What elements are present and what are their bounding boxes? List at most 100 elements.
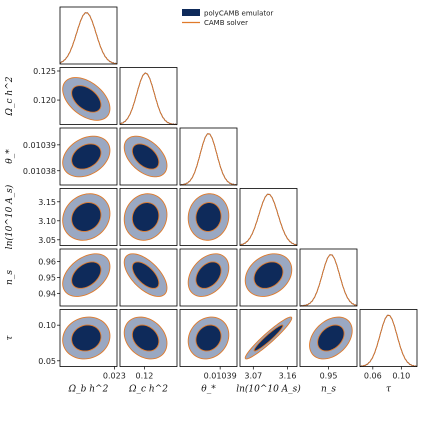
- contours-tau-vs-ln10As: [244, 316, 293, 360]
- panel-background: [60, 7, 117, 64]
- contour-95-camb: [62, 253, 111, 297]
- chart-legend: polyCAMB emulator CAMB solver: [182, 9, 273, 27]
- panel-frame: [119, 309, 178, 367]
- legend-label-emulator: polyCAMB emulator: [204, 10, 273, 18]
- x-tick-label-ln10As: 3.16: [279, 372, 297, 381]
- y-axis-label-tau: τ: [5, 334, 15, 340]
- panel-theta_star-vs-omega_b: [57, 127, 118, 186]
- panel-ln10As-vs-theta_star: [179, 188, 238, 246]
- panel-frame: [179, 127, 238, 186]
- contour-68-emulator: [71, 261, 101, 289]
- corner-plot-panels: [57, 6, 418, 370]
- panel-ln10As-vs-omega_c: [119, 188, 178, 246]
- y-tick-label-ln10As: 3.05: [38, 236, 56, 245]
- contour-68-emulator: [195, 202, 222, 232]
- marginal-camb-omega_c: [119, 72, 178, 125]
- panel-frame: [59, 6, 118, 65]
- contour-68-camb: [195, 261, 222, 289]
- x-tick-label-n_s: 0.95: [320, 372, 338, 381]
- y-tick-label-tau: 0.05: [38, 357, 56, 366]
- contour-68-camb: [71, 261, 102, 289]
- panel-background: [360, 309, 417, 367]
- y-tick-label-theta_star: 0.01038: [23, 167, 56, 176]
- contour-68-emulator: [132, 261, 159, 289]
- contour-95-camb: [309, 316, 353, 360]
- contour-68-emulator: [195, 325, 222, 351]
- x-axis-label-omega_b: Ω_b h^2: [68, 385, 109, 395]
- marginal-camb-omega_b: [59, 12, 118, 65]
- x-axis-label-n_s: n_s: [321, 385, 336, 395]
- contour-68-emulator: [71, 325, 101, 351]
- contour-95-camb: [123, 253, 168, 297]
- panel-n_s-vs-omega_c: [119, 248, 178, 307]
- contour-68-camb: [71, 202, 102, 232]
- panel-tau-vs-ln10As: [239, 309, 298, 370]
- panel-background: [300, 249, 357, 306]
- panel-frame: [179, 309, 238, 367]
- x-tick-label-ln10As: 3.07: [244, 372, 262, 381]
- contours-tau-vs-n_s: [309, 316, 353, 360]
- contour-68-emulator: [195, 261, 222, 289]
- panel-n_s-vs-theta_star: [179, 248, 238, 307]
- contour-95-camb: [123, 316, 168, 360]
- contours-n_s-vs-ln10As: [244, 253, 293, 297]
- panel-background: [240, 188, 297, 246]
- contour-95-camb: [187, 193, 230, 241]
- y-tick-label-omega_c: 0.120: [33, 96, 56, 105]
- contour-68-emulator: [254, 325, 283, 351]
- panel-omega_c-vs-omega_b: [57, 67, 118, 125]
- y-tick-label-n_s: 0.95: [38, 274, 56, 283]
- panel-tau-vs-omega_b: [57, 309, 118, 370]
- panel-background: [180, 128, 237, 185]
- legend-label-camb: CAMB solver: [204, 19, 248, 27]
- panel-frame: [179, 248, 238, 307]
- y-tick-label-theta_star: 0.01039: [23, 141, 56, 150]
- contours-ln10As-vs-omega_c: [123, 193, 168, 241]
- contour-68-camb: [71, 143, 102, 170]
- marginal-camb-ln10As: [239, 193, 298, 246]
- contour-95-camb: [244, 316, 293, 360]
- contours-tau-vs-omega_b: [62, 316, 111, 360]
- panel-frame: [119, 127, 178, 186]
- contour-68-emulator: [71, 143, 101, 170]
- panel-n_s-vs-omega_b: [57, 248, 118, 307]
- panel-frame: [239, 309, 298, 367]
- marginal-camb-n_s: [299, 254, 358, 307]
- panel-frame: [59, 188, 118, 246]
- x-tick-label-tau: 0.06: [364, 372, 382, 381]
- x-axis-label-omega_c: Ω_c h^2: [128, 385, 168, 395]
- panel-frame: [59, 309, 118, 367]
- contours-tau-vs-theta_star: [187, 316, 230, 360]
- x-axis-label-theta_star: θ_*: [201, 385, 216, 395]
- contours-n_s-vs-omega_b: [62, 253, 111, 297]
- marginal-camb-tau: [359, 314, 418, 367]
- contour-68-camb: [131, 261, 160, 289]
- contour-68-emulator: [317, 325, 345, 351]
- panel-omega_c-vs-omega_c: [119, 67, 178, 126]
- contour-95-camb: [244, 253, 293, 297]
- y-tick-label-ln10As: 3.15: [38, 198, 56, 207]
- panel-n_s-vs-n_s: [299, 248, 358, 307]
- contours-omega_c-vs-omega_b: [62, 77, 111, 121]
- contours-n_s-vs-omega_c: [123, 253, 168, 297]
- y-tick-label-n_s: 0.96: [38, 258, 56, 267]
- panel-tau-vs-omega_c: [119, 309, 178, 370]
- x-tick-label-omega_c: 0.12: [136, 372, 154, 381]
- contour-95-camb: [62, 193, 111, 241]
- panel-theta_star-vs-omega_c: [119, 127, 178, 186]
- contour-68-camb: [195, 202, 222, 232]
- panel-frame: [179, 188, 238, 246]
- contour-68-emulator: [71, 85, 101, 113]
- contour-68-camb: [131, 143, 160, 170]
- contour-95-camb: [62, 77, 111, 121]
- contour-95-camb: [62, 316, 111, 360]
- contour-68-camb: [71, 85, 102, 113]
- contour-68-camb: [253, 261, 284, 289]
- panel-tau-vs-theta_star: [179, 309, 238, 370]
- contours-theta_star-vs-omega_c: [123, 135, 168, 178]
- x-tick-label-omega_b: 0.023: [103, 372, 126, 381]
- panel-omega_b-vs-omega_b: [59, 6, 118, 65]
- panel-tau-vs-tau: [359, 309, 418, 370]
- contour-68-camb: [71, 324, 102, 352]
